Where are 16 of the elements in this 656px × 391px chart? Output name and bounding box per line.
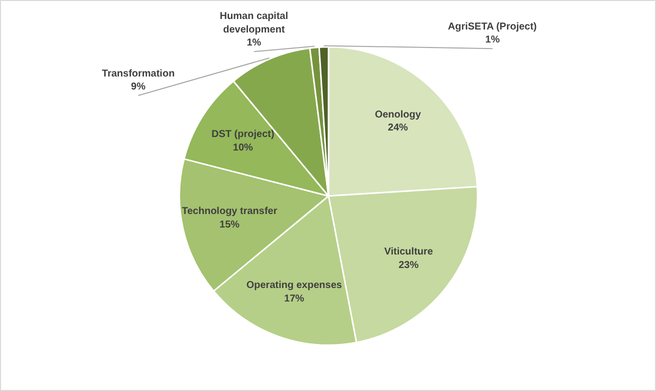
data-label: 15% [220, 219, 240, 230]
data-label: 17% [284, 293, 304, 304]
slice-label: Technology transfer [182, 206, 278, 218]
slice-label: AgriSETA (Project) [448, 21, 537, 32]
data-label: 23% [398, 260, 419, 271]
data-label: 1% [246, 38, 262, 49]
data-label: 1% [485, 34, 500, 46]
slice-label: Transformation [102, 68, 175, 80]
slice-label: DST (project) [212, 129, 274, 140]
data-label: 9% [131, 81, 146, 92]
slice-label: Oenology [374, 109, 422, 120]
data-label: 24% [388, 122, 408, 134]
slice-label: Viticulture [384, 246, 434, 258]
slice-label: Human capital development [220, 11, 288, 36]
slice-label: Operating expenses [246, 280, 342, 292]
data-label: 10% [232, 142, 254, 154]
